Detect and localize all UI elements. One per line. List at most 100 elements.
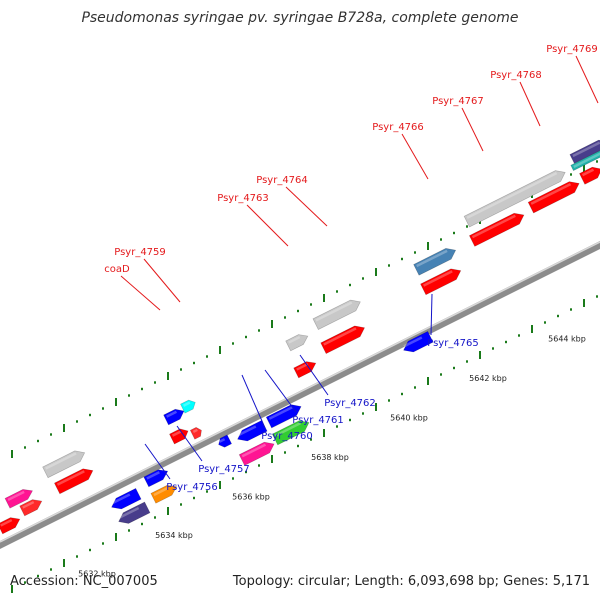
gene-feature[interactable] [271,417,311,446]
gene-arrow-shape [54,468,94,495]
kbp-tick-label: 5632 kbp [78,570,116,579]
gene-feature[interactable] [293,358,319,379]
gene-label-coad[interactable]: coaD [104,264,130,275]
gene-feature[interactable] [180,398,198,414]
genome-backbone [0,241,600,549]
gene-arrow-shape [570,149,600,172]
gene-arrow-shape [403,331,434,353]
gene-feature[interactable] [216,434,233,449]
gene-arrow-shape [42,450,86,479]
gene-label-psyr-4756[interactable]: Psyr_4756 [166,482,218,493]
gene-arrow-shine [182,401,191,407]
gene-feature[interactable] [468,210,526,247]
gene-feature[interactable] [420,265,464,296]
gene-arrow-shape [320,325,366,355]
gene-arrow-shine [237,425,257,437]
gene-label-psyr-4759[interactable]: Psyr_4759 [114,247,166,258]
gene-arrow-shine [315,301,353,322]
gene-arrow-shape [4,489,33,509]
gene-feature[interactable] [579,164,600,185]
gene-features [0,137,600,535]
gene-arrow-shine [45,452,77,470]
gene-feature[interactable] [285,331,311,352]
gene-arrow-shine [0,518,13,527]
gene-feature[interactable] [109,488,142,512]
gene-feature[interactable] [150,482,179,504]
gene-feature[interactable] [238,439,277,466]
gene-arrow-shape [118,501,151,524]
gene-arrow-shine [422,270,453,287]
kbp-tick-label: 5636 kbp [232,493,270,502]
gene-feature[interactable] [143,466,170,488]
gene-label-connector [575,55,599,104]
gene-feature[interactable] [570,147,600,172]
gene-arrow-shine [146,471,160,480]
gene-label-connector [299,354,329,396]
gene-label-psyr-4762[interactable]: Psyr_4762 [324,398,376,409]
gene-feature[interactable] [265,401,304,429]
gene-arrow-shape [238,441,275,466]
genome-summary-text: Topology: circular; Length: 6,093,698 bp… [232,574,590,589]
reverse-scale-row [11,295,598,593]
gene-feature[interactable] [189,426,203,440]
gene-label-psyr-4769[interactable]: Psyr_4769 [546,44,598,55]
gene-feature[interactable] [235,420,268,444]
gene-arrow-shape [265,404,302,429]
gene-label-psyr-4767[interactable]: Psyr_4767 [432,96,484,107]
gene-feature[interactable] [320,322,368,355]
gene-feature[interactable] [4,486,35,509]
gene-arrow-shine [288,335,301,344]
gene-arrow-shape [463,170,566,228]
gene-arrow-shine [153,486,169,497]
gene-labels: coaD Psyr_4759 Psyr_4763 Psyr_4764 Psyr_4766… [104,44,599,493]
gene-arrow-shape [569,139,600,164]
gene-feature[interactable] [163,406,187,426]
gene-label-connector [241,374,266,429]
gene-arrow-shine [118,506,140,519]
gene-arrow-shape [180,399,196,414]
gene-feature[interactable] [527,178,582,214]
gene-feature[interactable] [569,137,600,164]
gene-feature[interactable] [42,447,88,479]
gene-feature[interactable] [0,514,22,535]
gene-label-connector [285,186,328,227]
gene-label-connector [461,107,484,152]
gene-arrow-shine [192,428,198,433]
gene-feature[interactable] [312,296,363,330]
gene-arrow-shape [468,212,525,247]
gene-arrow-shine [268,406,294,420]
gene-feature[interactable] [401,331,434,355]
gene-label-psyr-4761[interactable]: Psyr_4761 [292,415,344,426]
gene-label-connector [246,204,289,247]
gene-label-connector [430,293,433,336]
gene-feature[interactable] [54,465,95,495]
gene-label-psyr-4766[interactable]: Psyr_4766 [372,122,424,133]
gene-arrow-shape [169,428,189,445]
gene-label-connector [264,369,297,413]
gene-label-psyr-4764[interactable]: Psyr_4764 [256,175,308,186]
gene-label-psyr-4765[interactable]: Psyr_4765 [427,338,479,349]
gene-label-psyr-4768[interactable]: Psyr_4768 [490,70,542,81]
gene-label-psyr-4763[interactable]: Psyr_4763 [217,193,269,204]
gene-arrow-shape [271,420,310,446]
gene-feature[interactable] [413,245,459,276]
gene-feature[interactable] [116,501,151,527]
gene-feature[interactable] [169,426,190,445]
gene-feature[interactable] [19,496,45,517]
kbp-tick-label: 5638 kbp [311,453,349,462]
gene-arrow-shine [323,327,357,346]
gene-arrow-shine [403,336,423,348]
gene-arrow-shine [471,214,516,239]
gene-arrow-shape [0,517,21,535]
gene-arrow-shape [143,469,169,488]
gene-arrow-shape [413,248,457,276]
gene-arrow-shape [19,499,43,517]
gene-arrow-shine [530,182,572,205]
gene-feature[interactable] [463,167,568,228]
gene-label-psyr-4757[interactable]: Psyr_4757 [198,464,250,475]
gene-label-connector [143,258,181,303]
gene-label-psyr-4760[interactable]: Psyr_4760 [261,431,313,442]
map-title: Pseudomonas syringae pv. syringae B728a,… [81,10,519,26]
gene-arrow-shine [416,249,448,268]
